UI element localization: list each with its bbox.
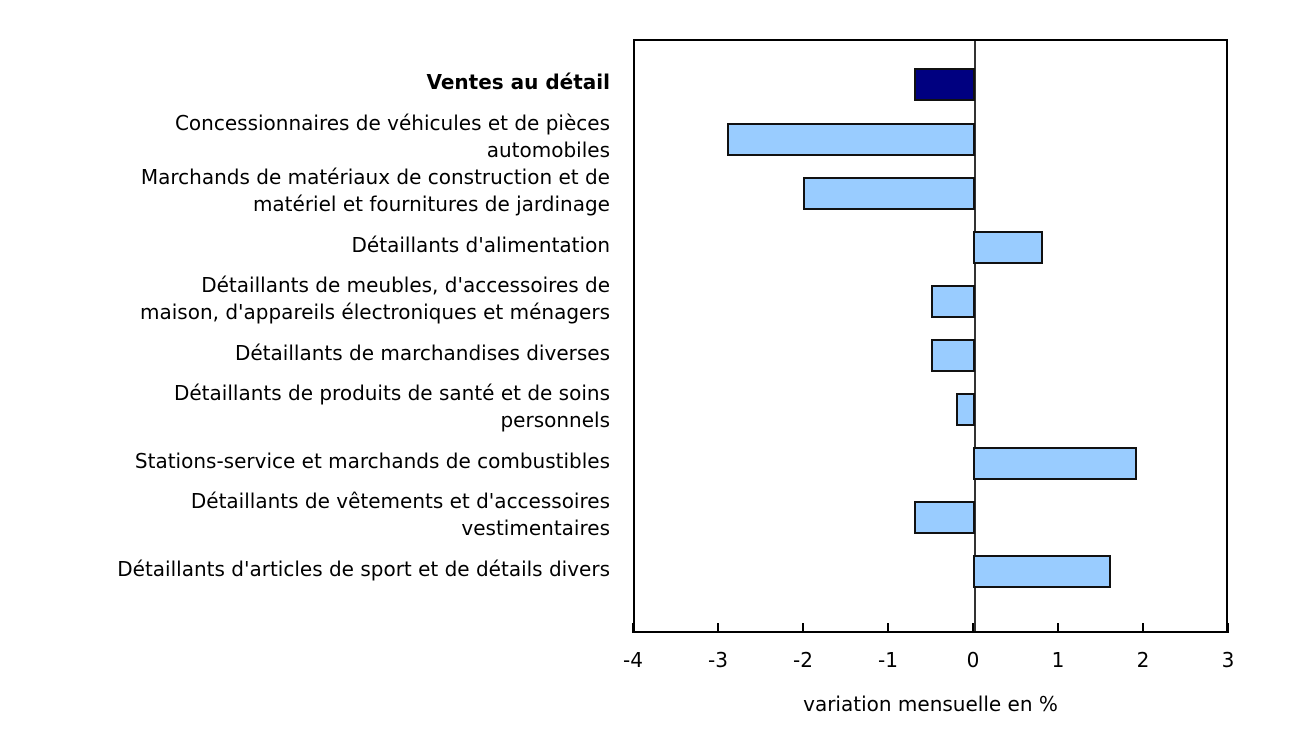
category-label: Détaillants de vêtements et d'accessoire…: [190, 489, 610, 540]
bar: [973, 231, 1043, 264]
x-tick-label: 3: [1221, 648, 1235, 672]
category-label: Concessionnaires de véhicules et de pièc…: [174, 111, 610, 162]
x-tick: [972, 623, 974, 633]
bar: [973, 447, 1137, 480]
bar: [973, 555, 1111, 588]
x-tick: [717, 623, 719, 633]
x-tick: [632, 623, 634, 633]
bar: [930, 285, 975, 318]
x-tick-label: -3: [708, 648, 728, 672]
zero-line: [974, 41, 976, 631]
x-tick-label: 0: [966, 648, 980, 672]
category-label: Détaillants d'alimentation: [351, 232, 610, 257]
x-tick-label: -2: [793, 648, 813, 672]
x-tick-label: 1: [1051, 648, 1065, 672]
x-tick: [887, 623, 889, 633]
category-label: Détaillants de meubles, d'accessoires de…: [140, 273, 610, 324]
x-tick-label: -1: [878, 648, 898, 672]
x-tick: [1227, 623, 1229, 633]
category-label: Détaillants de produits de santé et de s…: [173, 381, 610, 432]
category-label: Ventes au détail: [426, 69, 610, 94]
bar: [930, 339, 975, 372]
plot-area: [633, 39, 1228, 633]
x-tick: [802, 623, 804, 633]
category-label: Détaillants d'articles de sport et de dé…: [117, 556, 610, 581]
bar: [803, 177, 975, 210]
x-tick: [1057, 623, 1059, 633]
x-axis-label: variation mensuelle en %: [803, 692, 1058, 716]
category-label: Détaillants de marchandises diverses: [234, 340, 610, 365]
bar: [726, 123, 975, 156]
category-label: Marchands de matériaux de construction e…: [140, 165, 610, 216]
bar: [913, 501, 975, 534]
x-tick: [1142, 623, 1144, 633]
x-tick-label: -4: [623, 648, 643, 672]
bar: [913, 68, 975, 101]
category-label: Stations-service et marchands de combust…: [134, 448, 610, 473]
x-tick-label: 2: [1136, 648, 1150, 672]
bar: [956, 393, 975, 426]
